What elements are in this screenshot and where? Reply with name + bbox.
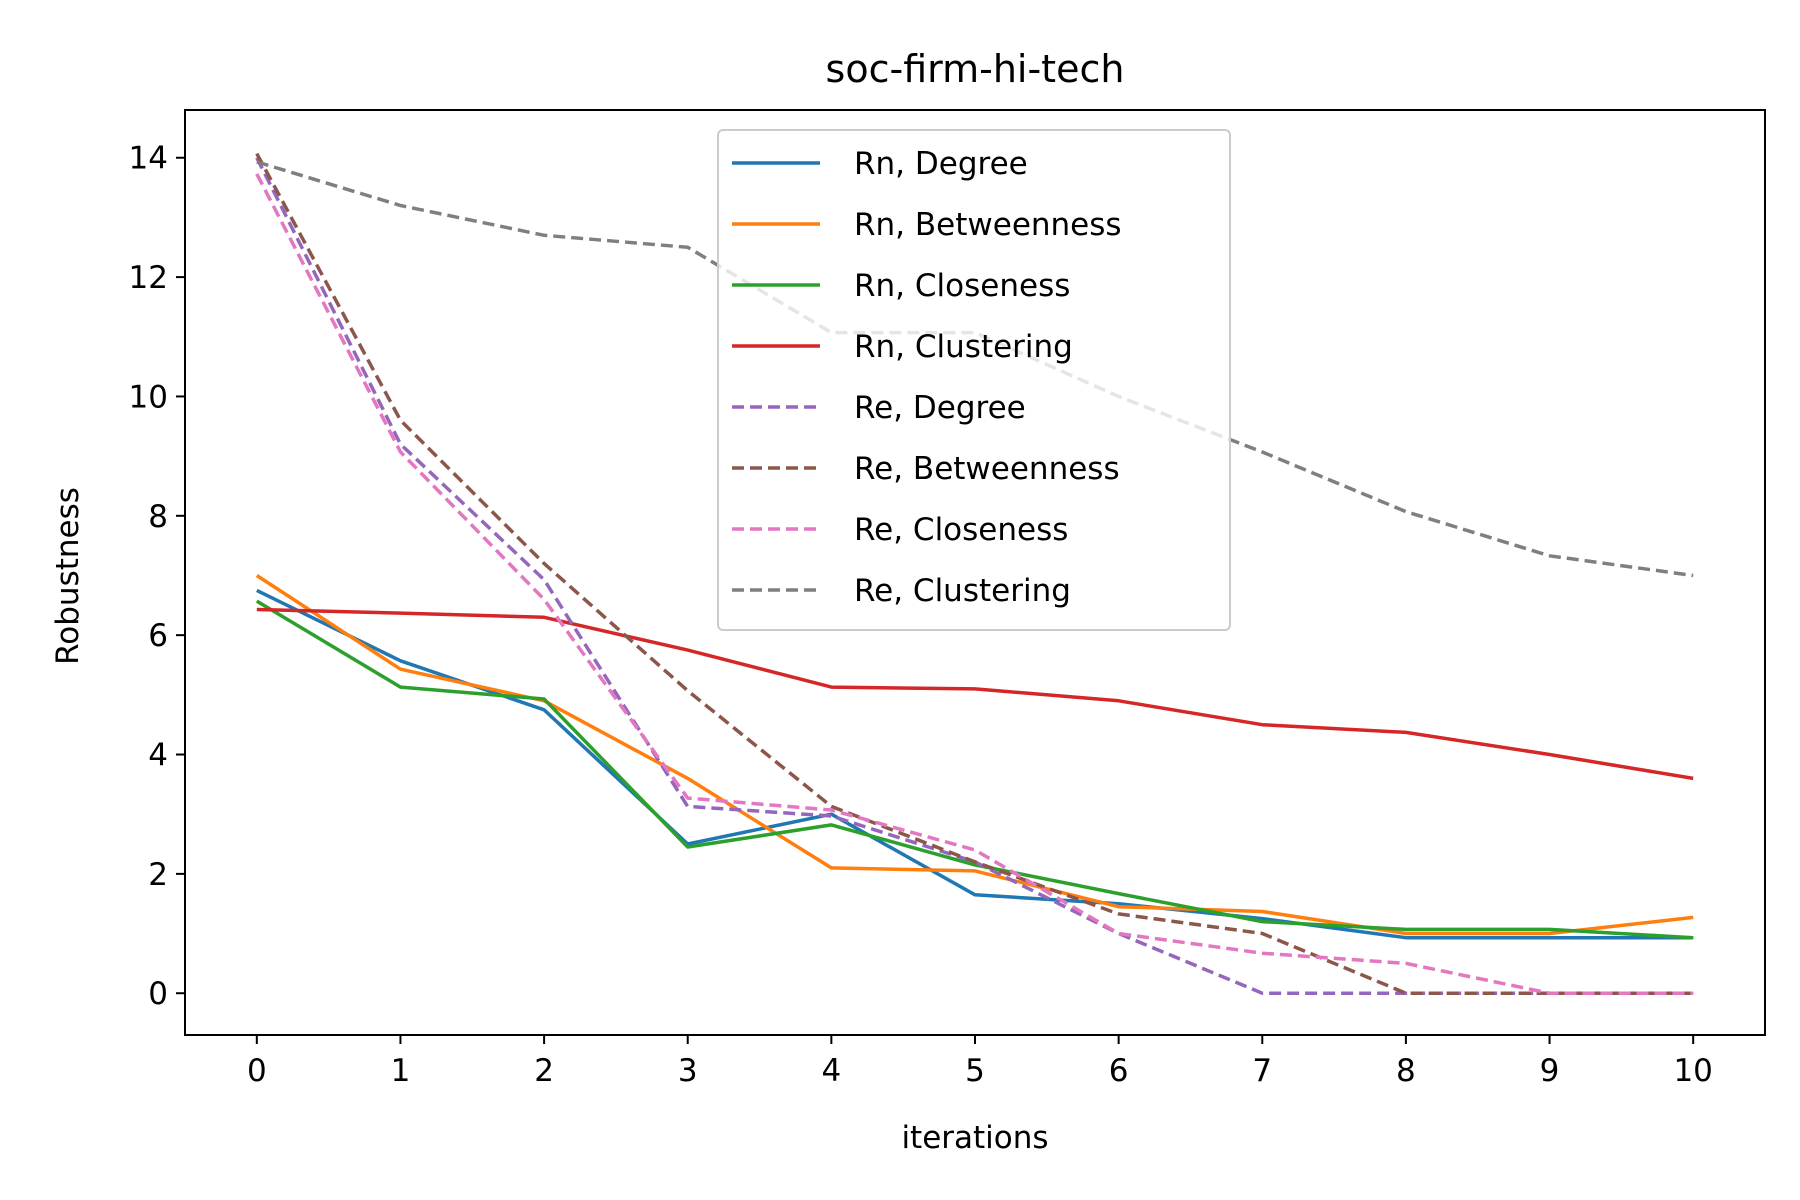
series-layer: [255, 152, 1694, 995]
x-tick-label-10: 10: [1673, 1053, 1712, 1089]
series-line-2: [255, 599, 1694, 940]
y-tick-label-4: 8: [148, 499, 168, 535]
y-tick-label-6: 12: [129, 260, 168, 296]
x-tick-label-2: 2: [534, 1053, 554, 1089]
x-tick-label-1: 1: [391, 1053, 411, 1089]
x-tick-label-8: 8: [1396, 1053, 1416, 1089]
legend-label-2: Rn, Closeness: [854, 268, 1070, 304]
x-axis-label: iterations: [901, 1120, 1048, 1156]
y-tick-label-1: 2: [148, 857, 168, 893]
legend: Rn, Degree Rn, Betweenness Rn, Closeness Rn…: [717, 129, 1231, 631]
x-tick-label-4: 4: [821, 1053, 841, 1089]
legend-label-0: Rn, Degree: [854, 146, 1028, 182]
legend-label-7: Re, Clustering: [854, 573, 1071, 609]
legend-label-1: Rn, Betweenness: [854, 207, 1122, 243]
series-line-3: [256, 607, 1694, 781]
x-tick-label-6: 6: [1109, 1053, 1129, 1089]
y-tick-label-7: 14: [129, 141, 168, 177]
y-tick-label-0: 0: [148, 976, 168, 1012]
series-line-5: [255, 152, 1694, 995]
legend-label-4: Re, Degree: [854, 390, 1026, 426]
x-tick-label-9: 9: [1540, 1053, 1560, 1089]
series-line-6: [255, 173, 1694, 995]
y-axis-ticks: 0 2 4 6 8 10 12 14: [129, 141, 185, 1012]
series-line-1: [255, 574, 1694, 936]
legend-label-6: Re, Closeness: [854, 512, 1068, 548]
chart-title: soc-firm-hi-tech: [826, 47, 1125, 91]
legend-label-3: Rn, Clustering: [854, 329, 1073, 365]
x-axis-ticks: 0 1 2 3 4 5 6 7 8 9 10: [247, 1035, 1713, 1089]
y-tick-label-2: 4: [148, 738, 168, 774]
plot-frame: [184, 109, 1766, 1036]
y-tick-label-5: 10: [129, 379, 168, 415]
legend-label-5: Re, Betweenness: [854, 451, 1120, 487]
legend-box: [717, 129, 1231, 631]
x-tick-label-0: 0: [247, 1053, 267, 1089]
y-axis-label: Robustness: [50, 487, 86, 665]
x-tick-label-3: 3: [678, 1053, 698, 1089]
y-tick-label-3: 6: [148, 618, 168, 654]
x-tick-label-5: 5: [965, 1053, 985, 1089]
series-line-7: [256, 160, 1694, 578]
x-tick-label-7: 7: [1252, 1053, 1272, 1089]
